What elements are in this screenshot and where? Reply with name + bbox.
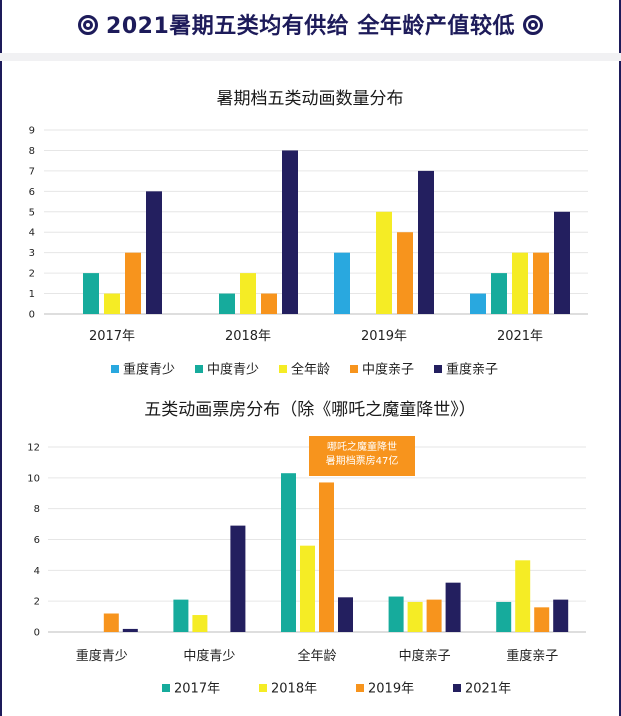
legend-swatch [111,365,119,373]
legend-swatch [350,365,358,373]
bar [103,613,119,632]
bar [240,273,256,314]
callout-line: 暑期档票房47亿 [325,456,399,467]
legend-label: 2017年 [174,682,220,697]
legend-label: 全年龄 [291,362,330,378]
category-label: 重度亲子 [506,648,558,664]
callout-line: 哪吒之魔童降世 [327,442,397,453]
bar [122,628,138,632]
legend-swatch [259,684,267,692]
category-label: 2018年 [225,329,271,344]
y-tick-label: 6 [29,187,35,198]
bar [125,252,141,314]
bar [319,482,334,632]
legend-label: 2018年 [271,682,317,697]
bar [407,601,423,632]
bar [491,273,507,314]
legend-label: 中度青少 [207,362,259,378]
y-tick-label: 0 [29,310,35,321]
headline-text: 2021暑期五类均有供给 全年龄产值较低 [106,14,515,39]
bar [512,252,528,314]
legend-swatch [356,684,364,692]
y-tick-label: 9 [29,126,35,137]
bar [534,607,550,632]
y-tick-label: 8 [29,146,35,157]
y-tick-label: 2 [34,597,40,608]
bar [376,211,392,314]
category-label: 全年龄 [297,648,336,664]
left-border [0,0,2,716]
legend-swatch [195,365,203,373]
bar [83,273,99,314]
bar [533,252,549,314]
legend-swatch [162,684,170,692]
y-tick-label: 7 [29,166,35,177]
bar [219,293,235,314]
ring-icon [522,15,543,35]
bar [338,597,353,632]
y-tick-label: 4 [34,566,40,577]
bar [281,473,296,632]
y-tick-label: 8 [34,504,40,515]
bar [418,170,434,314]
legend-swatch [434,365,442,373]
category-label: 中度青少 [183,648,235,664]
divider [0,53,621,61]
y-tick-label: 3 [29,248,35,259]
bar [470,293,486,314]
legend-swatch [279,365,287,373]
bar [426,599,442,632]
category-label: 2021年 [497,329,543,344]
y-tick-label: 1 [29,289,35,300]
bar [515,560,531,632]
chart-title: 五类动画票房分布（除《哪吒之魔童降世》） [144,400,476,420]
category-label: 2019年 [361,329,407,344]
category-label: 中度亲子 [399,648,451,664]
legend-label: 重度青少 [123,362,175,378]
bar [104,293,120,314]
y-tick-label: 4 [29,228,35,239]
bar [397,232,413,314]
y-tick-label: 10 [27,473,40,484]
bar [173,599,189,632]
nezha-callout: 哪吒之魔童降世 暑期档票房47亿 [309,436,415,476]
bar [553,599,569,632]
bar [334,252,350,314]
y-tick-label: 0 [34,628,40,639]
legend-label: 重度亲子 [446,362,498,378]
y-tick-label: 6 [34,535,40,546]
bar [554,211,570,314]
bar [300,545,315,632]
legend-swatch [453,684,461,692]
bar [230,525,246,632]
bar [146,191,162,314]
category-label: 重度青少 [76,648,128,664]
category-label: 2017年 [89,329,135,344]
y-tick-label: 12 [27,443,40,454]
count-chart: 暑期档五类动画数量分布 0 1 2 3 4 5 6 7 8 9 2017年 2018年 2019年 2021… [29,89,588,378]
bar [261,293,277,314]
legend-label: 中度亲子 [362,362,414,378]
bar [388,596,404,632]
right-border [619,0,621,716]
bar [192,615,208,632]
ring-icon [78,15,99,35]
chart-title: 暑期档五类动画数量分布 [217,89,404,109]
y-tick-label: 2 [29,269,35,280]
legend-label: 2019年 [368,682,414,697]
bar [496,601,512,632]
bar [282,150,298,314]
y-tick-label: 5 [29,207,35,218]
bar [445,582,461,632]
headline: 2021暑期五类均有供给 全年龄产值较低 [0,8,621,40]
legend-label: 2021年 [465,682,511,697]
